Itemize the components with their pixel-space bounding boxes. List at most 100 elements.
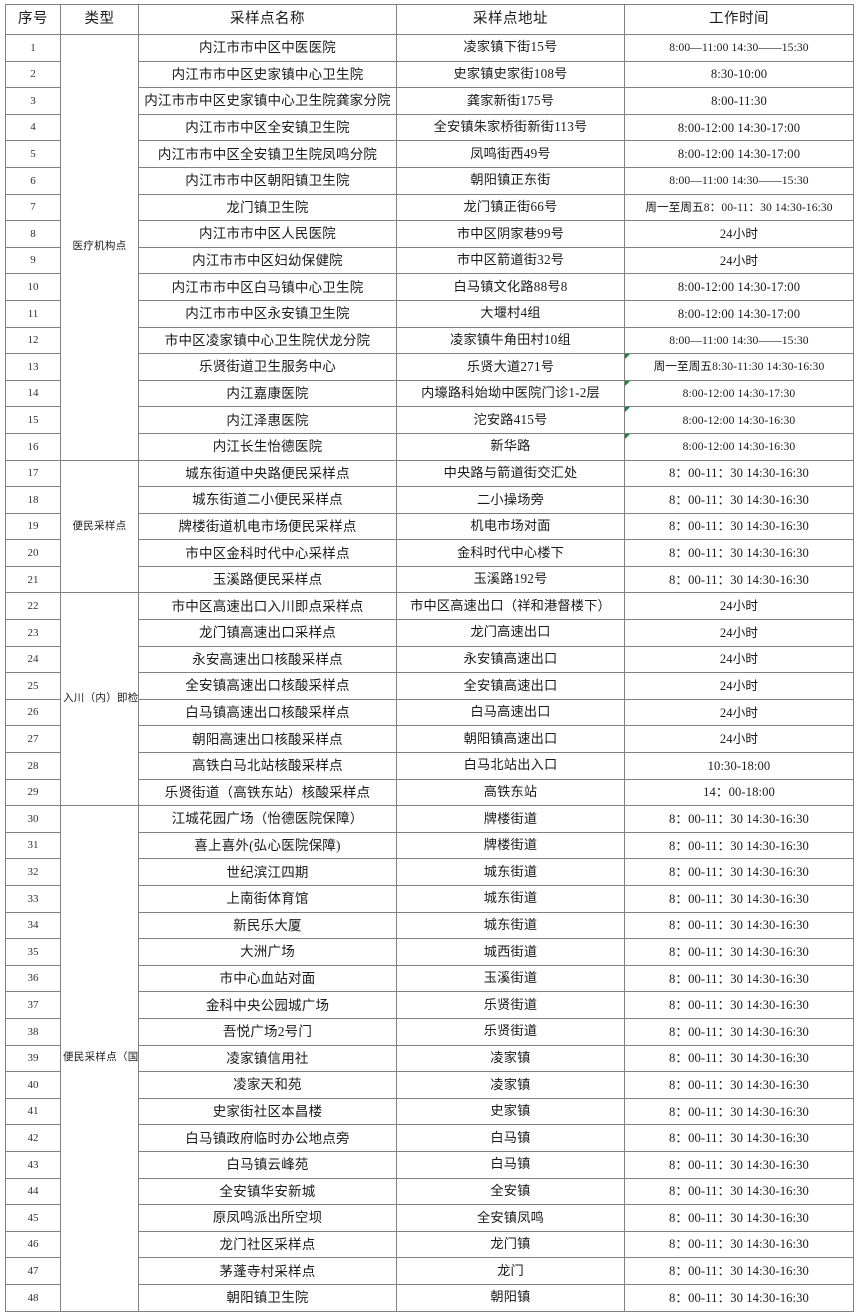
cell-site-address: 二小操场旁: [396, 486, 625, 514]
cell-working-hours: 8:00-12:00 14:30-17:30: [624, 379, 854, 408]
header-row: 序号 类型 采样点名称 采样点地址 工作时间: [5, 4, 854, 35]
table-row: 34 新民乐大厦 城东街道 8：00-11：30 14:30-16:30: [5, 911, 854, 940]
table-row: 43 白马镇云峰苑 白马镇 8：00-11：30 14:30-16:30: [5, 1150, 854, 1179]
cell-site-address: 全安镇凤鸣: [396, 1204, 625, 1232]
cell-working-hours: 8：00-11：30 14:30-16:30: [624, 1017, 854, 1046]
cell-working-hours: 8：00-11：30 14:30-16:30: [624, 1204, 854, 1232]
table-row: 20 市中区金科时代中心采样点 金科时代中心楼下 8：00-11：30 14:30-1…: [5, 539, 854, 567]
cell-site-name: 江城花园广场（怡德医院保障）: [138, 805, 397, 833]
cell-site-name: 市中区高速出口入川即点采样点: [138, 592, 397, 621]
cell-site-address: 中央路与箭道街交汇处: [396, 459, 625, 488]
cell-site-address: 牌楼街道: [396, 805, 625, 833]
cell-working-hours: 8：00-11：30 14:30-16:30: [624, 1044, 854, 1073]
cell-seq: 43: [5, 1150, 61, 1179]
cell-working-hours: 24小时: [624, 672, 854, 700]
cell-site-name: 凌家天和苑: [138, 1071, 397, 1099]
cell-site-name: 朝阳镇卫生院: [138, 1283, 397, 1312]
cell-seq: 42: [5, 1124, 61, 1152]
cell-site-name: 全安镇华安新城: [138, 1177, 397, 1206]
cell-seq: 22: [5, 592, 61, 621]
table-header: 序号 类型 采样点名称 采样点地址 工作时间: [5, 4, 854, 35]
table-row: 13 乐贤街道卫生服务中心 乐贤大道271号 周一至周五8:30-11:30 14:3…: [5, 353, 854, 381]
cell-working-hours: 8：00-11：30 14:30-16:30: [624, 911, 854, 940]
cell-site-address: 史家镇史家街108号: [396, 60, 625, 89]
cell-seq: 7: [5, 193, 61, 222]
cell-site-address: 凌家镇: [396, 1071, 625, 1099]
cell-site-address: 凌家镇下街15号: [396, 34, 625, 62]
cell-working-hours: 8：00-11：30 14:30-16:30: [624, 539, 854, 567]
column-header-name: 采样点名称: [138, 4, 397, 35]
cell-site-name: 城东街道二小便民采样点: [138, 486, 397, 514]
table-row: 1 医疗机构点 内江市市中区中医医院 凌家镇下街15号 8:00—11:00 14:30…: [5, 34, 854, 461]
cell-site-address: 牌楼街道: [396, 831, 625, 860]
cell-site-address: 龙门镇正街66号: [396, 193, 625, 222]
cell-working-hours: 8:00-12:00 14:30-16:30: [624, 406, 854, 434]
cell-site-name: 市中区凌家镇中心卫生院伏龙分院: [138, 326, 397, 355]
cell-site-name: 原凤鸣派出所空坝: [138, 1204, 397, 1232]
cell-site-address: 凌家镇牛角田村10组: [396, 326, 625, 355]
cell-site-name: 大洲广场: [138, 938, 397, 966]
cell-site-name: 玉溪路便民采样点: [138, 565, 397, 594]
cell-site-name: 内江市市中区白马镇中心卫生院: [138, 273, 397, 301]
table-row: 22入川（内）即检采样点市中区高速出口入川即点采样点市中区高速出口（祥和港督楼下…: [5, 592, 854, 807]
cell-site-address: 新华路: [396, 432, 625, 461]
cell-category: 便民采样点（国庆新增）: [60, 805, 139, 1312]
cell-site-name: 世纪滨江四期: [138, 858, 397, 886]
cell-site-name: 新民乐大厦: [138, 911, 397, 940]
cell-site-name: 龙门社区采样点: [138, 1230, 397, 1259]
cell-working-hours: 8：00-11：30 14:30-16:30: [624, 938, 854, 966]
cell-site-address: 城东街道: [396, 858, 625, 886]
table-row: 7 龙门镇卫生院 龙门镇正街66号 周一至周五8：00-11：30 14:30-16:…: [5, 193, 854, 222]
cell-seq: 12: [5, 326, 61, 355]
cell-working-hours: 24小时: [624, 698, 854, 727]
table-row: 30便民采样点（国庆新增）江城花园广场（怡德医院保障）牌楼街道8：00-11：3…: [5, 805, 854, 1312]
cell-working-hours: 8：00-11：30 14:30-16:30: [624, 1124, 854, 1152]
cell-seq: 46: [5, 1230, 61, 1259]
cell-seq: 33: [5, 885, 61, 913]
table-row: 4 内江市市中区全安镇卫生院 全安镇朱家桥街新街113号 8:00-12:00 14:…: [5, 113, 854, 142]
cell-working-hours: 8:00—11:00 14:30——15:30: [624, 326, 854, 355]
cell-working-hours: 24小时: [624, 246, 854, 275]
cell-seq: 15: [5, 406, 61, 434]
sampling-sites-table: 序号 类型 采样点名称 采样点地址 工作时间 1 医疗机构点 内江市市中区中医医院凌…: [5, 4, 854, 1312]
cell-seq: 2: [5, 60, 61, 89]
cell-site-name: 朝阳高速出口核酸采样点: [138, 725, 397, 754]
cell-site-address: 城东街道: [396, 885, 625, 913]
table-row: 45 原凤鸣派出所空坝 全安镇凤鸣 8：00-11：30 14:30-16:30: [5, 1204, 854, 1232]
cell-site-name: 龙门镇高速出口采样点: [138, 619, 397, 647]
cell-site-address: 白马北站出入口: [396, 752, 625, 780]
table-row: 29 乐贤街道（高铁东站）核酸采样点 高铁东站 14：00-18:00: [5, 778, 854, 807]
cell-site-name: 内江市市中区中医医院: [138, 34, 397, 62]
cell-working-hours: 8:00-12:00 14:30-17:00: [624, 299, 854, 328]
cell-site-address: 朝阳镇高速出口: [396, 725, 625, 754]
column-header-type: 类型: [60, 4, 139, 35]
cell-site-name: 乐贤街道卫生服务中心: [138, 353, 397, 381]
cell-site-address: 凌家镇: [396, 1044, 625, 1073]
cell-seq: 6: [5, 166, 61, 195]
cell-site-name: 金科中央公园城广场: [138, 991, 397, 1019]
cell-seq: 9: [5, 246, 61, 275]
cell-working-hours: 8：00-11：30 14:30-16:30: [624, 1283, 854, 1312]
cell-working-hours: 8:00—11:00 14:30——15:30: [624, 166, 854, 195]
cell-seq: 27: [5, 725, 61, 754]
cell-site-address: 全安镇高速出口: [396, 672, 625, 700]
cell-site-name: 史家街社区本昌楼: [138, 1097, 397, 1126]
table-row: 10 内江市市中区白马镇中心卫生院 白马镇文化路88号8 8:00-12:00 14:…: [5, 273, 854, 301]
cell-site-address: 史家镇: [396, 1097, 625, 1126]
cell-seq: 23: [5, 619, 61, 647]
cell-seq: 40: [5, 1071, 61, 1099]
cell-seq: 21: [5, 565, 61, 594]
cell-working-hours: 8：00-11：30 14:30-16:30: [624, 1257, 854, 1285]
cell-site-address: 全安镇朱家桥街新街113号: [396, 113, 625, 142]
cell-seq: 29: [5, 778, 61, 807]
cell-site-address: 龚家新街175号: [396, 87, 625, 115]
cell-seq: 10: [5, 273, 61, 301]
cell-seq: 48: [5, 1283, 61, 1312]
cell-seq: 26: [5, 698, 61, 727]
cell-seq: 45: [5, 1204, 61, 1232]
cell-working-hours: 8:00-11:30: [624, 87, 854, 115]
cell-category: 医疗机构点: [60, 34, 139, 461]
cell-seq: 19: [5, 512, 61, 541]
column-header-hours: 工作时间: [624, 4, 854, 35]
cell-site-address: 全安镇: [396, 1177, 625, 1206]
